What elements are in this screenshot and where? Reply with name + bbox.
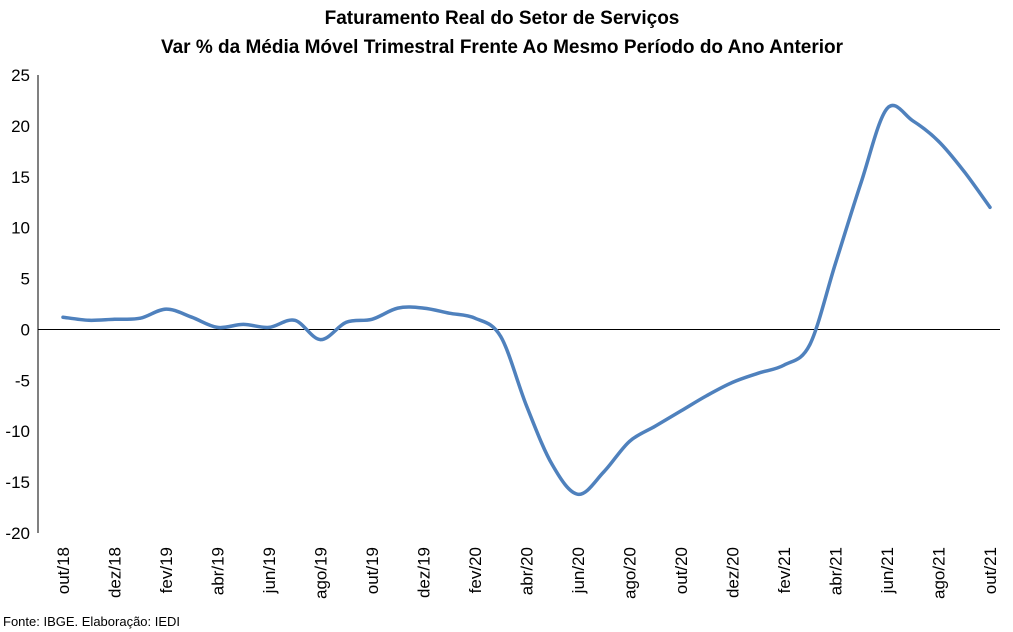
data-point: [525, 404, 528, 408]
y-tick-label: 0: [21, 320, 30, 339]
y-tick-label: 15: [11, 168, 30, 187]
x-axis-ticks: out/18 dez/18 fev/19 abr/19 jun/19 ago/19 out/…: [54, 547, 1000, 599]
data-point: [422, 306, 425, 310]
data-point: [782, 363, 786, 367]
data-point: [190, 315, 194, 319]
data-point: [370, 317, 374, 321]
data-point: [87, 318, 91, 322]
source-note: Fonte: IBGE. Elaboração: IEDI: [3, 614, 180, 629]
x-tick-label: abr/19: [209, 547, 228, 595]
data-point: [138, 316, 142, 320]
data-point: [164, 307, 168, 311]
x-tick-label: abr/21: [827, 547, 846, 595]
chart-subtitle: Var % da Média Móvel Trimestral Frente A…: [161, 37, 844, 58]
x-tick-label: ago/21: [930, 547, 949, 599]
data-point: [834, 261, 837, 265]
x-tick-label: dez/20: [724, 547, 743, 598]
data-point: [653, 424, 657, 428]
data-point: [962, 170, 966, 174]
x-tick-label: jun/19: [260, 547, 279, 594]
x-tick-label: out/18: [54, 547, 73, 594]
x-tick-label: abr/20: [518, 547, 537, 595]
data-point: [731, 380, 734, 384]
data-point: [267, 325, 271, 329]
x-tick-label: ago/20: [621, 547, 640, 599]
y-axis-ticks: 25 20 15 10 5 0 -5 -10 -15 -20: [5, 66, 30, 543]
series-points: [61, 107, 992, 496]
data-point: [499, 335, 503, 339]
x-tick-label: ago/19: [312, 547, 331, 599]
y-tick-label: 5: [21, 270, 30, 289]
data-point: [319, 338, 322, 342]
y-tick-label: 10: [11, 219, 30, 238]
x-tick-label: out/20: [672, 547, 691, 594]
y-tick-label: -20: [5, 524, 30, 543]
x-tick-label: dez/18: [106, 547, 125, 598]
data-point: [679, 409, 683, 413]
x-tick-label: jun/21: [878, 547, 897, 594]
data-point: [602, 470, 606, 474]
y-tick-label: 20: [11, 117, 30, 136]
x-tick-label: jun/20: [569, 547, 588, 594]
data-point: [241, 322, 245, 326]
data-point: [61, 315, 65, 319]
data-point: [113, 317, 116, 321]
x-tick-label: fev/20: [466, 547, 485, 593]
x-tick-label: out/21: [981, 547, 1000, 594]
data-point: [911, 119, 915, 123]
data-point: [344, 320, 348, 324]
data-point: [756, 371, 760, 375]
data-point: [396, 306, 400, 310]
y-tick-label: -10: [5, 422, 30, 441]
data-point: [216, 325, 219, 329]
data-point: [293, 318, 297, 322]
data-point: [628, 439, 631, 443]
data-point: [447, 311, 451, 315]
data-point: [550, 463, 554, 467]
data-point: [473, 316, 477, 320]
data-point: [705, 394, 709, 398]
y-tick-label: 25: [11, 66, 30, 85]
series-line: [61, 103, 992, 497]
data-point: [576, 492, 580, 496]
data-point: [859, 180, 863, 184]
data-point: [937, 139, 940, 143]
y-tick-label: -15: [5, 473, 30, 492]
data-point: [808, 343, 812, 347]
x-tick-label: fev/19: [157, 547, 176, 593]
y-tick-label: -5: [15, 371, 30, 390]
chart-title: Faturamento Real do Setor de Serviços: [325, 8, 680, 29]
data-point: [988, 205, 992, 209]
x-tick-label: dez/19: [415, 547, 434, 598]
x-tick-label: out/19: [363, 547, 382, 594]
x-tick-label: fev/21: [775, 547, 794, 593]
data-point: [885, 107, 889, 111]
